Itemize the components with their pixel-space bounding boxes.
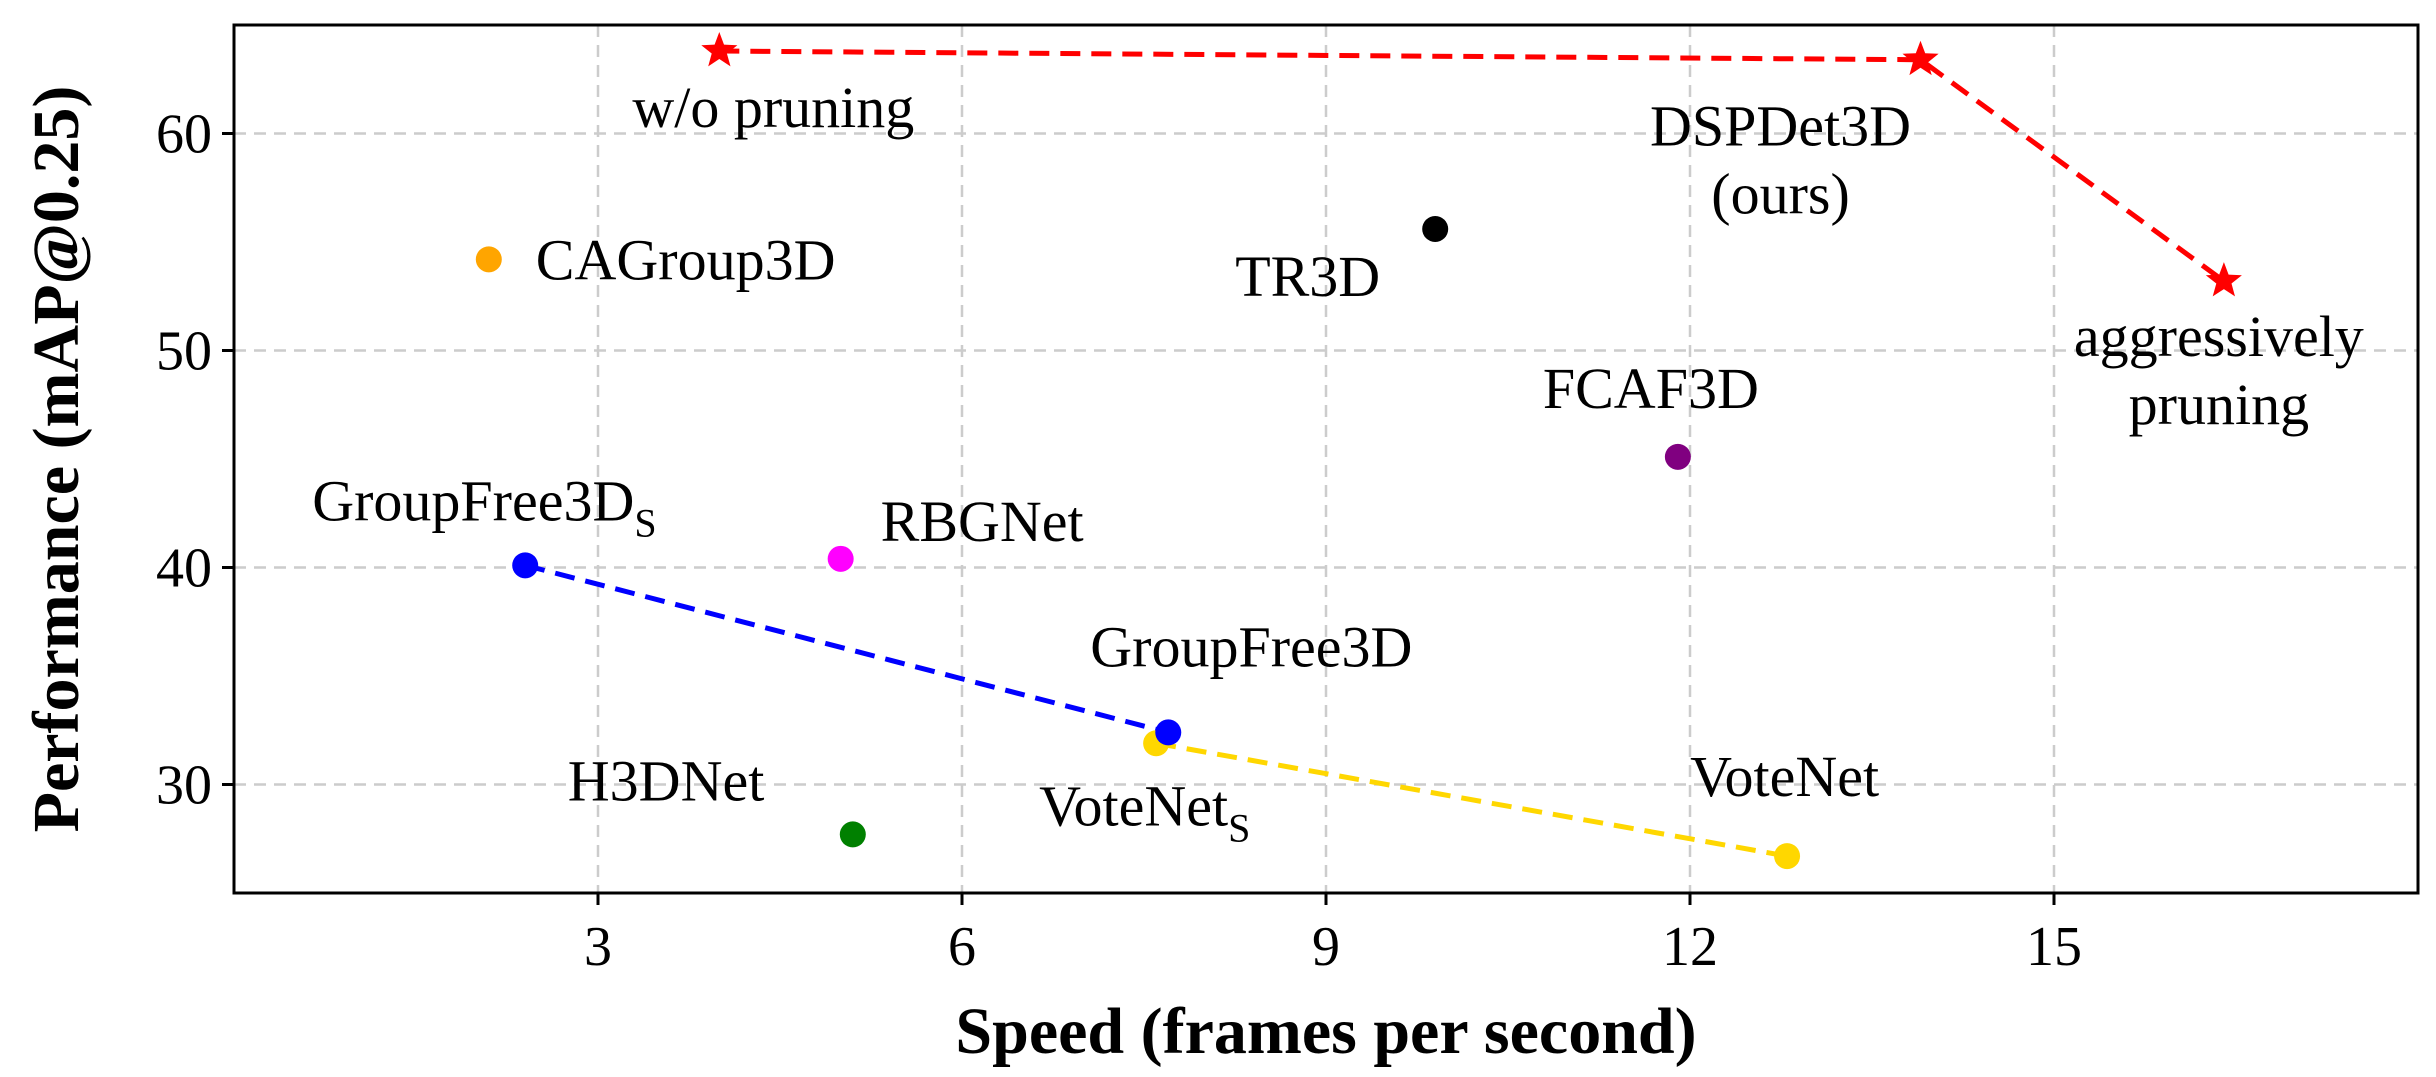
y-axis-title: Performance (mAP@0.25) — [20, 86, 93, 833]
point-label-text: VoteNet — [1690, 744, 1879, 809]
point-label: aggressively pruning — [2074, 304, 2364, 437]
data-markers — [475, 32, 2242, 870]
point-marker — [827, 545, 854, 572]
point-label: TR3D — [1235, 244, 1380, 309]
trend-lines — [524, 48, 2226, 859]
point-label: GroupFree3D — [1090, 614, 1412, 679]
point-marker — [1664, 443, 1691, 470]
point-marker — [512, 552, 539, 579]
point-marker — [1422, 215, 1449, 242]
trend-line — [719, 48, 2226, 284]
point-label-text: GroupFree3D — [1090, 614, 1412, 679]
point-label-text: RBGNet — [881, 489, 1084, 554]
star-marker — [701, 32, 738, 67]
point-label-text: TR3D — [1235, 244, 1380, 309]
x-tick-label: 6 — [948, 916, 976, 978]
point-label-line: DSPDet3D — [1650, 94, 1911, 159]
point-label: CAGroup3D — [536, 227, 836, 292]
point-label-text: FCAF3D — [1543, 356, 1759, 421]
point-label-subscript: S — [1228, 805, 1250, 850]
y-tick-label: 60 — [156, 104, 212, 166]
point-label-line: (ours) — [1711, 162, 1850, 227]
point-label-text: H3DNet — [568, 748, 765, 813]
x-axis-title: Speed (frames per second) — [955, 995, 1696, 1068]
trend-line — [1155, 740, 1788, 859]
point-marker — [475, 246, 502, 273]
x-tick-label: 12 — [1662, 916, 1718, 978]
star-marker — [1902, 40, 1939, 76]
x-tick-label: 15 — [2026, 916, 2082, 978]
point-label: VoteNet — [1690, 744, 1879, 809]
point-label-line: aggressively — [2074, 304, 2364, 369]
point-label-subscript: S — [634, 500, 656, 545]
point-label: VoteNetS — [1039, 773, 1250, 850]
point-label: GroupFree3DS — [312, 468, 656, 545]
point-label-text: CAGroup3D — [536, 227, 836, 292]
y-tick-label: 50 — [156, 321, 212, 383]
point-label-line: pruning — [2129, 372, 2309, 437]
x-tick-label: 3 — [584, 916, 612, 978]
point-label: DSPDet3D (ours) — [1650, 94, 1911, 227]
point-label: H3DNet — [568, 748, 765, 813]
point-marker — [1774, 843, 1801, 870]
y-tick-label: 30 — [156, 755, 212, 817]
point-label: w/o pruning — [632, 75, 914, 140]
point-label-text: GroupFree3D — [312, 468, 634, 533]
point-label: RBGNet — [881, 489, 1084, 554]
trend-line — [524, 562, 1169, 735]
y-tick-label: 40 — [156, 538, 212, 600]
point-label-text: w/o pruning — [632, 75, 914, 140]
x-tick-label: 9 — [1312, 916, 1340, 978]
star-marker — [2205, 262, 2242, 297]
point-marker — [839, 821, 866, 848]
plot-frame — [232, 23, 2420, 895]
point-label: FCAF3D — [1543, 356, 1759, 421]
point-marker — [1155, 719, 1182, 746]
point-label-text: VoteNet — [1039, 773, 1228, 838]
tick-labels: 3 6 9 12 15 30 40 50 60 — [156, 104, 2082, 979]
grid — [234, 25, 2418, 893]
